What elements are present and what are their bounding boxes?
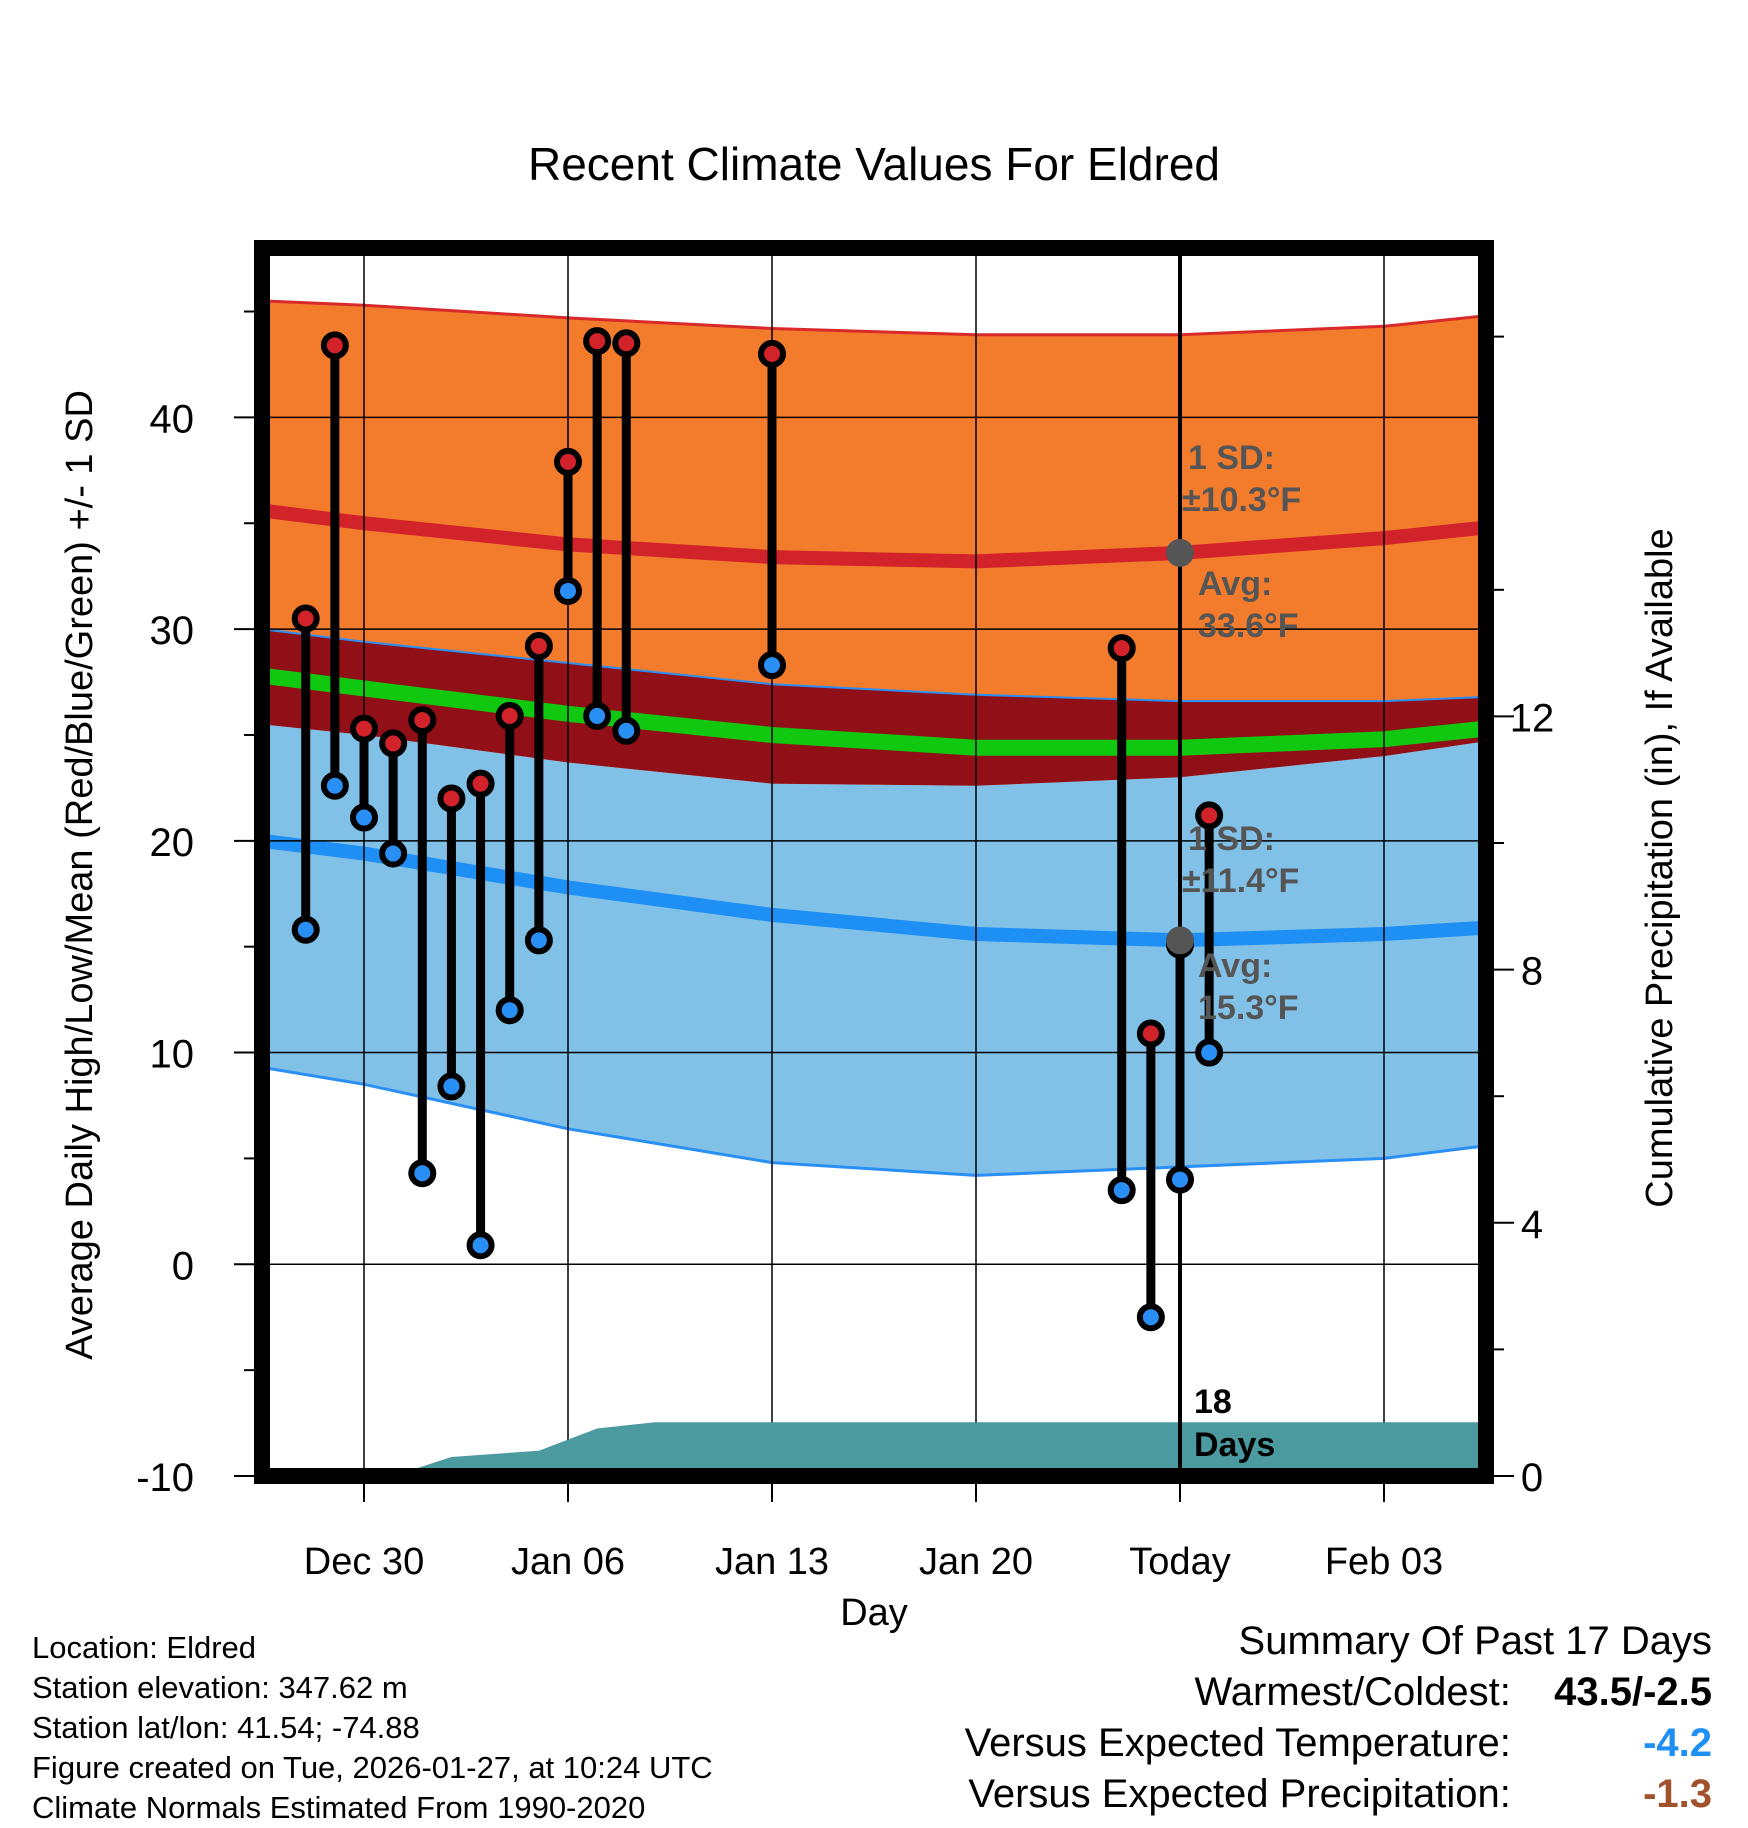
obs-high-point bbox=[758, 339, 786, 368]
x-tick-label: Jan 06 bbox=[511, 1541, 625, 1583]
precipitation-area bbox=[262, 1422, 1486, 1476]
obs-low-point bbox=[320, 771, 349, 800]
y-tick-label: -10 bbox=[136, 1456, 194, 1500]
obs-low-point bbox=[379, 839, 408, 868]
y2-tick-label: 4 bbox=[1521, 1203, 1543, 1247]
high-sd-value: ±10.3°F bbox=[1182, 481, 1301, 519]
y-tick-label: 30 bbox=[150, 609, 195, 653]
summary-precip-row: Versus Expected Precipitation: -1.3 bbox=[965, 1769, 1712, 1820]
obs-high-point bbox=[437, 784, 466, 813]
obs-low-point bbox=[583, 701, 612, 730]
summary-warmest-row: Warmest/Coldest: 43.5/-2.5 bbox=[965, 1667, 1713, 1718]
y2-tick-label: 12 bbox=[1510, 696, 1555, 740]
grid-lines bbox=[262, 248, 1486, 1477]
y2-tick-label: 0 bbox=[1521, 1456, 1543, 1500]
obs-low-point bbox=[1136, 1303, 1165, 1332]
x-tick-label: Jan 13 bbox=[715, 1541, 829, 1583]
normal-mean-line bbox=[262, 667, 1486, 756]
station-location: Location: Eldred bbox=[32, 1630, 257, 1665]
high-avg-label: Avg: bbox=[1198, 565, 1272, 603]
days-word: Days bbox=[1194, 1426, 1275, 1464]
observations bbox=[291, 327, 1224, 1332]
climate-normals: Climate Normals Estimated From 1990-2020 bbox=[32, 1790, 646, 1825]
obs-low-point bbox=[612, 716, 641, 745]
low-lower-edge bbox=[262, 1065, 1486, 1177]
precip-value: -1.3 bbox=[1643, 1772, 1712, 1816]
y-tick-label: 0 bbox=[172, 1244, 194, 1288]
high-avg-value: 33.6°F bbox=[1198, 607, 1299, 645]
figure-created: Figure created on Tue, 2026-01-27, at 10… bbox=[32, 1750, 713, 1785]
summary-title: Summary Of Past 17 Days bbox=[1238, 1619, 1712, 1663]
temp-value: -4.2 bbox=[1643, 1721, 1712, 1765]
precip-label: Versus Expected Precipitation: bbox=[968, 1772, 1511, 1816]
obs-low-point bbox=[495, 996, 524, 1025]
obs-high-point bbox=[466, 769, 495, 798]
obs-high-point bbox=[379, 729, 408, 758]
days-count: 18 bbox=[1194, 1383, 1232, 1421]
low-sd-label: 1 SD: bbox=[1188, 820, 1275, 858]
obs-high-point bbox=[495, 701, 524, 730]
obs-high-point bbox=[524, 632, 553, 661]
obs-high-point bbox=[320, 331, 349, 360]
obs-low-point bbox=[1107, 1176, 1136, 1205]
chart-title: Recent Climate Values For Eldred bbox=[528, 138, 1220, 190]
low-avg-label: Avg: bbox=[1198, 947, 1272, 985]
high-avg-marker bbox=[1166, 538, 1194, 567]
temp-label: Versus Expected Temperature: bbox=[964, 1721, 1511, 1765]
station-latlon: Station lat/lon: 41.54; -74.88 bbox=[32, 1710, 420, 1745]
obs-high-point bbox=[1107, 634, 1136, 663]
high-sd-label: 1 SD: bbox=[1188, 439, 1275, 477]
obs-low-point bbox=[437, 1072, 466, 1101]
obs-low-point bbox=[1195, 1038, 1224, 1067]
high-lower-edge bbox=[262, 628, 1486, 703]
obs-low-point bbox=[554, 576, 582, 605]
cumulative-precip bbox=[262, 1422, 1486, 1476]
y2-axis-label: Cumulative Precipitation (in), If Availa… bbox=[1639, 528, 1681, 1207]
obs-low-point bbox=[350, 803, 378, 832]
obs-low-point bbox=[291, 915, 320, 944]
warmest-value: 43.5/-2.5 bbox=[1554, 1670, 1712, 1714]
x-tick-label: Dec 30 bbox=[304, 1541, 424, 1583]
x-tick-label: Feb 03 bbox=[1325, 1541, 1443, 1583]
obs-low-point bbox=[524, 926, 553, 955]
obs-low-point bbox=[758, 651, 786, 680]
low-sd-value: ±11.4°F bbox=[1182, 862, 1299, 900]
obs-low-point bbox=[466, 1231, 495, 1260]
obs-low-point bbox=[408, 1159, 437, 1188]
obs-high-point bbox=[612, 329, 641, 358]
y-tick-label: 40 bbox=[150, 397, 195, 441]
summary-temp-row: Versus Expected Temperature: -4.2 bbox=[965, 1718, 1712, 1769]
obs-high-point bbox=[350, 714, 378, 743]
low-avg-marker bbox=[1166, 926, 1194, 955]
obs-high-point bbox=[1195, 801, 1224, 830]
y-tick-label: 20 bbox=[150, 821, 195, 865]
obs-high-point bbox=[554, 447, 582, 476]
obs-high-point bbox=[408, 706, 437, 735]
obs-high-point bbox=[291, 604, 320, 633]
obs-low-point bbox=[1166, 1165, 1194, 1194]
high-sd-band bbox=[262, 300, 1486, 702]
y-tick-label: 10 bbox=[150, 1033, 195, 1077]
y-axis-label: Average Daily High/Low/Mean (Red/Blue/Gr… bbox=[59, 390, 101, 1360]
obs-high-point bbox=[583, 327, 612, 356]
high-upper-edge bbox=[262, 299, 1486, 337]
warmest-label: Warmest/Coldest: bbox=[1194, 1670, 1511, 1714]
plot-frame bbox=[254, 240, 1494, 1484]
x-tick-label: Today bbox=[1129, 1541, 1230, 1583]
x-tick-label: Jan 20 bbox=[919, 1541, 1033, 1583]
plot-area bbox=[262, 299, 1486, 1177]
station-info: Location: Eldred Station elevation: 347.… bbox=[32, 1628, 713, 1828]
low-avg-value: 15.3°F bbox=[1198, 989, 1299, 1027]
y2-tick-label: 8 bbox=[1521, 950, 1543, 994]
x-axis-label: Day bbox=[840, 1592, 908, 1634]
summary-panel: Summary Of Past 17 Days Warmest/Coldest:… bbox=[965, 1616, 1712, 1820]
station-elevation: Station elevation: 347.62 m bbox=[32, 1670, 408, 1705]
obs-high-point bbox=[1136, 1019, 1165, 1048]
normal-high-line bbox=[262, 503, 1486, 569]
annotations: 1 SD: ±10.3°F Avg: 33.6°F 1 SD: ±11.4°F Avg: 15… bbox=[1166, 439, 1301, 1464]
axes: -10 0 10 20 30 40 0 4 8 12 Dec 30 Jan 06 Jan 13 Jan 2… bbox=[136, 310, 1555, 1583]
